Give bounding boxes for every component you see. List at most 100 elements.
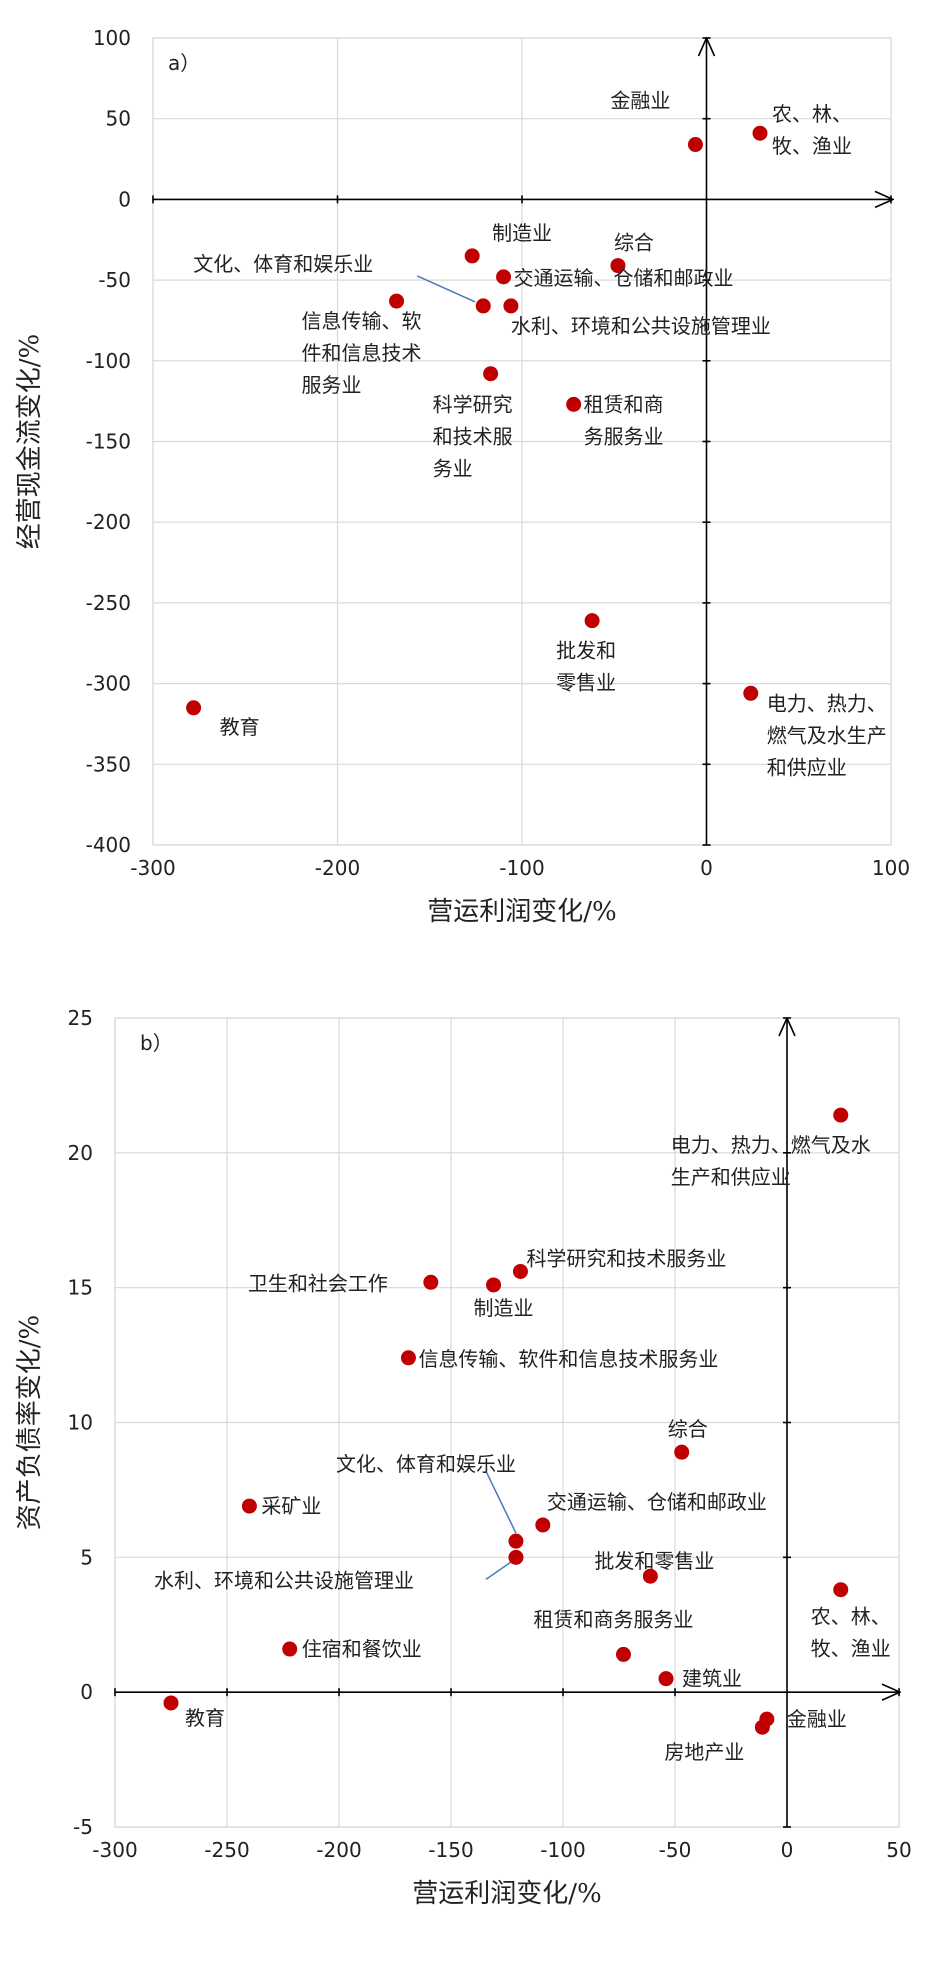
y-axis-label: 经营现金流变化/% [15, 334, 45, 549]
data-point [496, 269, 512, 285]
chart-panel-a: -400 -350 -300 -250 -200 -150 -100 -50 0 50 100 -30… [15, 26, 910, 927]
x-tick-label: 0 [700, 856, 713, 880]
y-tick-label: -250 [86, 591, 131, 615]
data-point [508, 1549, 524, 1565]
x-axis-label: 营运利润变化/% [427, 897, 616, 927]
point-label: 卫生和社会工作 [248, 1271, 388, 1295]
point-label: 批发和零售业 [594, 1549, 714, 1573]
label-leader-line [485, 1470, 517, 1534]
y-tick-label: 20 [68, 1141, 93, 1165]
y-tick-label: -400 [86, 833, 131, 857]
data-point [743, 685, 759, 701]
panel-tag: b） [140, 1031, 173, 1055]
y-tick-label: -5 [73, 1815, 93, 1839]
data-point [483, 366, 499, 382]
plot-frame [152, 37, 892, 846]
point-label: 房地产业 [664, 1740, 744, 1764]
x-axis-label: 营运利润变化/% [412, 1879, 601, 1909]
data-point [833, 1107, 849, 1123]
point-label: 交通运输、仓储和邮政业 [547, 1490, 767, 1514]
data-point [389, 293, 405, 309]
data-point [566, 396, 582, 412]
data-point [503, 298, 519, 314]
point-label: 文化、体育和娱乐业 [193, 252, 373, 276]
y-tick-label: 15 [68, 1276, 93, 1300]
point-label: 务业 [433, 457, 473, 481]
data-point [163, 1695, 179, 1711]
point-label: 农、林、 [811, 1605, 891, 1629]
point-label: 牧、渔业 [811, 1637, 891, 1661]
point-label: 和供应业 [767, 755, 847, 779]
point-label: 生产和供应业 [671, 1165, 791, 1189]
label-leader-line [485, 1560, 513, 1580]
y-tick-label: -200 [86, 510, 131, 534]
point-label: 综合 [614, 231, 654, 255]
point-label: 件和信息技术 [302, 341, 422, 365]
y-tick-label: 100 [93, 26, 131, 50]
data-point [752, 125, 768, 141]
data-point [475, 298, 491, 314]
y-tick-label: 10 [68, 1411, 93, 1435]
y-tick-label: 0 [80, 1680, 93, 1704]
x-tick-label: -250 [204, 1838, 249, 1862]
point-label: 电力、热力、燃气及水 [671, 1133, 871, 1157]
x-tick-label: -100 [499, 856, 544, 880]
point-label: 租赁和商务服务业 [533, 1607, 693, 1631]
data-point [642, 1568, 658, 1584]
point-label: 制造业 [492, 221, 552, 245]
point-label: 水利、环境和公共设施管理业 [511, 314, 771, 338]
point-label: 农、林、 [772, 102, 852, 126]
x-tick-label: -150 [428, 1838, 473, 1862]
y-tick-label: -100 [86, 349, 131, 373]
y-tick-label: -50 [98, 268, 131, 292]
point-label: 住宿和餐饮业 [302, 1637, 422, 1661]
x-tick-label: -300 [92, 1838, 137, 1862]
data-point [400, 1350, 416, 1366]
point-label: 金融业 [787, 1707, 847, 1731]
y-tick-label: 5 [80, 1545, 93, 1569]
y-tick-label: 50 [106, 107, 131, 131]
data-point [464, 248, 480, 264]
point-label: 信息传输、软 [302, 309, 422, 333]
point-label: 科学研究和技术服务业 [526, 1246, 726, 1270]
point-label: 信息传输、软件和信息技术服务业 [418, 1347, 718, 1371]
data-point [610, 258, 626, 274]
data-point [754, 1719, 770, 1735]
point-label: 综合 [668, 1417, 708, 1441]
point-label: 燃气及水生产 [767, 723, 887, 747]
point-label: 零售业 [556, 671, 616, 695]
label-leader-line [416, 275, 476, 303]
data-point [512, 1263, 528, 1279]
y-tick-label: -300 [86, 672, 131, 696]
x-tick-label: -200 [315, 856, 360, 880]
point-label: 金融业 [610, 89, 670, 113]
panel-tag: a） [168, 51, 200, 75]
data-point [186, 700, 202, 716]
point-label: 牧、渔业 [772, 134, 852, 158]
data-point [282, 1641, 298, 1657]
x-tick-label: -100 [540, 1838, 585, 1862]
point-label: 租赁和商 [584, 392, 664, 416]
point-label: 电力、热力、 [767, 691, 887, 715]
data-point [486, 1277, 502, 1293]
point-label: 科学研究 [433, 393, 513, 417]
point-label: 制造业 [474, 1296, 534, 1320]
x-tick-label: 0 [781, 1838, 794, 1862]
point-label: 交通运输、仓储和邮政业 [514, 266, 734, 290]
point-label: 建筑业 [682, 1667, 742, 1691]
data-point [615, 1646, 631, 1662]
y-tick-label: 0 [118, 187, 131, 211]
y-tick-label: -350 [86, 752, 131, 776]
point-label: 教育 [220, 715, 260, 739]
y-tick-label: 25 [68, 1006, 93, 1030]
x-tick-label: -200 [316, 1838, 361, 1862]
y-tick-label: -150 [86, 430, 131, 454]
point-label: 教育 [185, 1706, 225, 1730]
data-point [423, 1274, 439, 1290]
point-label: 务服务业 [584, 424, 664, 448]
data-point [241, 1498, 257, 1514]
x-tick-label: 50 [886, 1838, 911, 1862]
data-point [584, 613, 600, 629]
data-point [674, 1444, 690, 1460]
